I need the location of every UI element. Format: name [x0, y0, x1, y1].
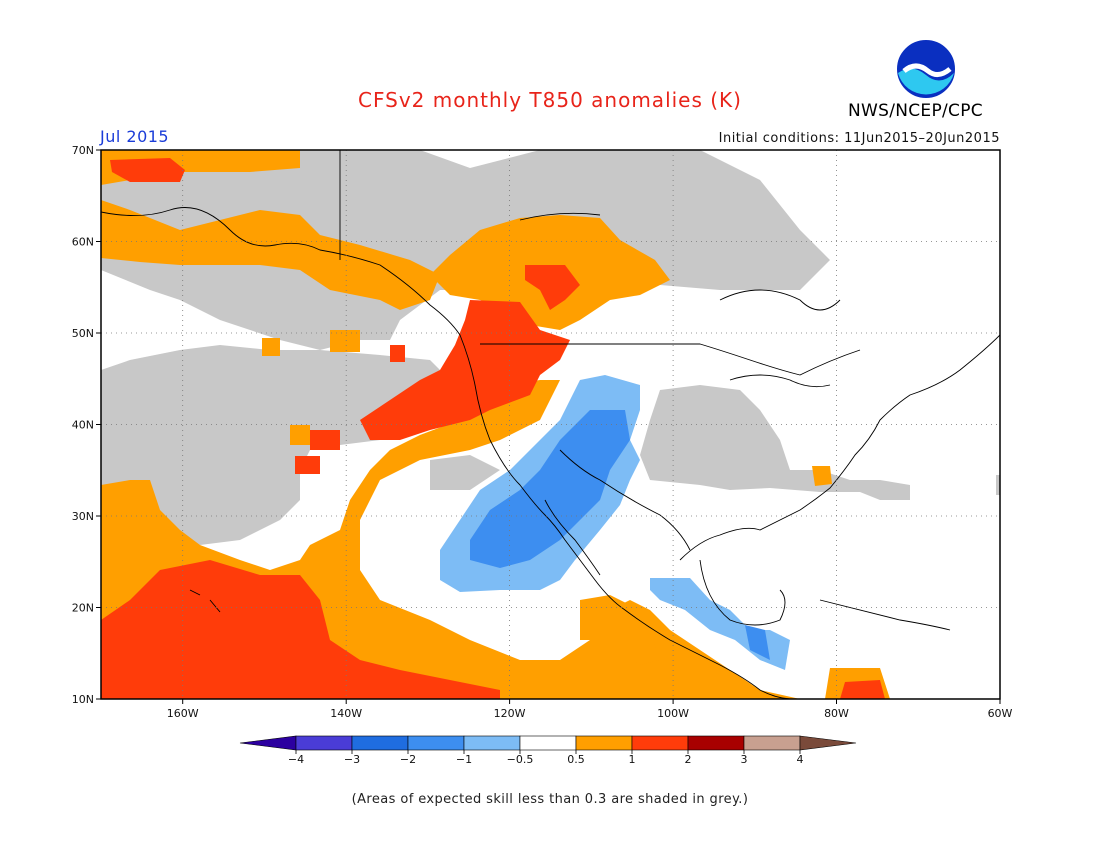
coastlines [101, 150, 1000, 699]
blue-sw-core [470, 410, 630, 568]
colorbar-cells [239, 735, 857, 754]
blue-central-america [745, 625, 770, 660]
lat-label: 60N [72, 236, 94, 249]
map-title: CFSv2 monthly T850 anomalies (K) [358, 88, 742, 112]
great-slave-lake [519, 212, 601, 221]
orange-mexico-pacific [580, 595, 660, 665]
orange-patch-b [262, 338, 280, 356]
lon-label: 80W [824, 707, 849, 720]
colorbar-label: 4 [797, 753, 804, 766]
agency-label: NWS/NCEP/CPC [848, 101, 983, 121]
skill-caption: (Areas of expected skill less than 0.3 a… [351, 792, 749, 807]
red-pacific-northwest [360, 300, 570, 440]
colorbar-label: −2 [400, 753, 416, 766]
colorbar-arrow-left [239, 735, 297, 751]
colorbar-label: −4 [288, 753, 304, 766]
red-patch-c [390, 345, 405, 362]
cuba-antilles [819, 599, 951, 631]
grey-atlantic-edge [996, 475, 1000, 495]
lat-label: 20N [72, 602, 94, 615]
colorbar-label: −0.5 [507, 753, 534, 766]
lat-label: 10N [72, 693, 94, 706]
colorbar-labels: −4 −3 −2 −1 −0.5 0.5 1 2 3 4 [288, 753, 804, 766]
lat-label: 30N [72, 510, 94, 523]
colorbar-cell [519, 735, 577, 751]
forecast-month: Jul 2015 [100, 127, 170, 146]
red-patch-b [295, 456, 320, 474]
red-canada [525, 265, 580, 310]
colorbar-cell [631, 735, 689, 751]
colorbar-label: 1 [629, 753, 636, 766]
orange-patch-c [290, 425, 310, 445]
orange-patch-a [330, 330, 360, 352]
baja-coast [544, 499, 601, 576]
lon-labels: 160W 140W 120W 100W 80W 60W [167, 707, 1013, 720]
initial-conditions: Initial conditions: 11Jun2015–20Jun2015 [718, 131, 1000, 146]
colorbar-label: 2 [685, 753, 692, 766]
lat-label: 50N [72, 327, 94, 340]
anomaly-shading [101, 150, 1000, 699]
orange-carolina [812, 466, 832, 486]
red-arctic [110, 158, 185, 182]
colorbar-label: 3 [741, 753, 748, 766]
colorbar-cell [743, 735, 801, 751]
lon-label: 100W [657, 707, 689, 720]
hudson-bay [719, 289, 841, 311]
grey-baja-offshore [430, 455, 500, 490]
red-hawaii-region [101, 560, 500, 699]
grey-central-us [640, 385, 910, 500]
us-canada-border [480, 343, 861, 376]
lat-label: 40N [72, 419, 94, 432]
red-caribbean [840, 680, 885, 699]
colorbar-label: −3 [344, 753, 360, 766]
lat-label: 70N [72, 144, 94, 157]
colorbar-cell [407, 735, 465, 751]
yucatan-coast [699, 559, 786, 626]
colorbar-cell [687, 735, 745, 751]
colorbar-cell [295, 735, 353, 751]
gulf-atlantic-coast [679, 334, 1000, 561]
colorbar-label: 0.5 [567, 753, 585, 766]
colorbar-cell [351, 735, 409, 751]
red-patch-a [310, 430, 340, 450]
colorbar-cell [463, 735, 521, 751]
us-mexico-border [559, 449, 691, 551]
grey-pacific-mid [101, 345, 450, 545]
hawaii-islands [189, 589, 221, 613]
lat-labels: 70N 60N 50N 40N 30N 20N 10N [72, 144, 94, 706]
lon-label: 120W [494, 707, 526, 720]
colorbar-arrow-right [799, 735, 857, 751]
noaa-logo [895, 38, 957, 100]
axis-ticks [96, 149, 1001, 704]
lon-label: 160W [167, 707, 199, 720]
great-lakes [729, 374, 831, 388]
pacific-coast [101, 207, 791, 699]
colorbar-label: −1 [456, 753, 472, 766]
colorbar-cell [575, 735, 633, 751]
lon-label: 60W [988, 707, 1013, 720]
orange-alaska-band [101, 200, 440, 310]
colorbar: −4 −3 −2 −1 −0.5 0.5 1 2 3 4 [239, 735, 857, 766]
lon-label: 140W [330, 707, 362, 720]
